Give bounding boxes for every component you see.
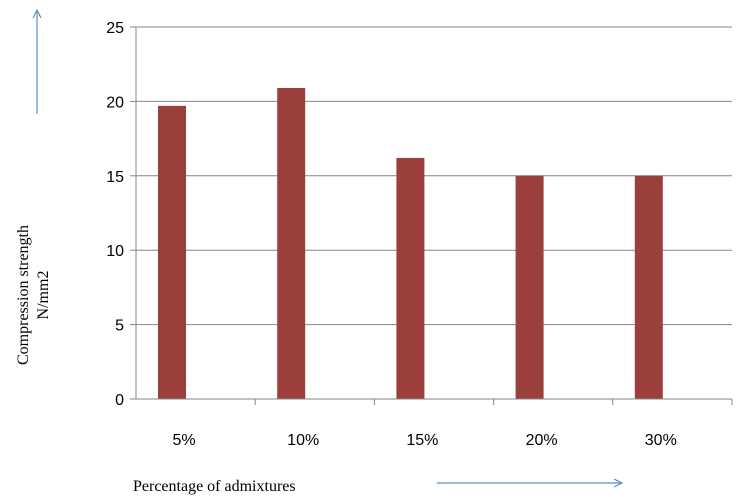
bar [515, 175, 544, 399]
x-tick-label: 20% [526, 432, 558, 449]
bar [396, 157, 425, 399]
y-axis-title: Compression strength N/mm2 [15, 225, 52, 365]
x-axis-title: Percentage of admixtures [133, 478, 296, 495]
gridlines [130, 26, 732, 400]
bar [158, 105, 186, 399]
y-tick-label: 10 [106, 243, 124, 260]
y-tick-label: 0 [115, 392, 124, 409]
y-arrow-icon [32, 8, 42, 114]
y-tick-label: 20 [106, 94, 124, 111]
y-tick-labels: 0 5 10 15 20 25 [106, 20, 124, 409]
x-tick-label: 15% [406, 432, 438, 449]
bar [277, 88, 306, 400]
y-axis-title-line1: Compression strength [15, 225, 32, 365]
bars [158, 88, 663, 400]
x-tick-label: 5% [172, 432, 195, 449]
x-tick-label: 10% [287, 432, 319, 449]
x-tick-labels: 5% 10% 15% 20% 30% [172, 432, 676, 449]
y-tick-label: 25 [106, 20, 124, 37]
y-tick-label: 15 [106, 169, 124, 186]
y-tick-label: 5 [115, 318, 124, 335]
x-tick-label: 30% [645, 432, 677, 449]
bar [634, 175, 663, 399]
x-arrow-icon [437, 478, 624, 488]
axes [135, 27, 733, 405]
y-axis-title-line2: N/mm2 [35, 271, 52, 320]
